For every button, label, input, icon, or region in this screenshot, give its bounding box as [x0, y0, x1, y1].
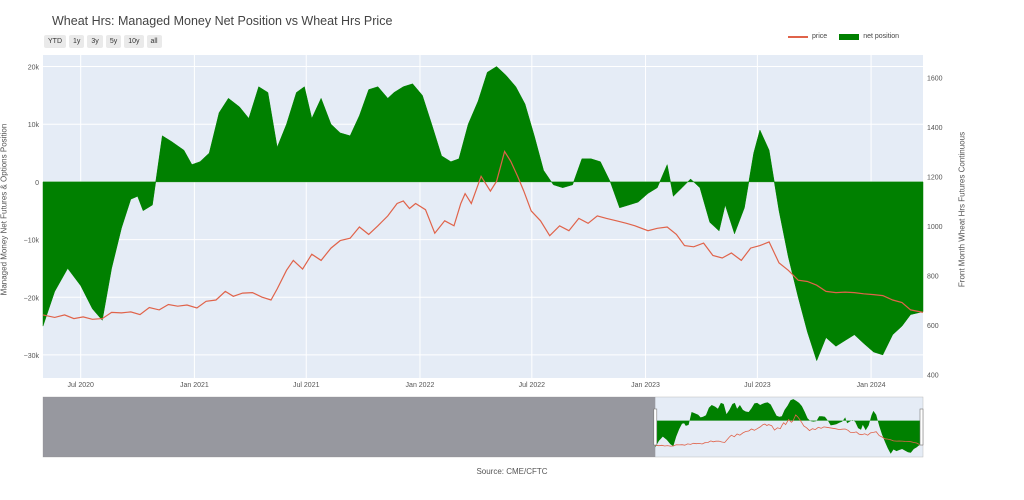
- y-axis-right-title: Front Month Wheat Hrs Futures Continuous: [957, 131, 967, 288]
- navigator-handle-left: [653, 408, 658, 446]
- range-button-all[interactable]: all: [146, 35, 162, 48]
- legend-item-net-position[interactable]: net position: [839, 33, 899, 40]
- x-tick-label: Jan 2022: [406, 382, 435, 389]
- navigator-handle-right: [919, 408, 924, 446]
- x-tick-label: Jan 2023: [631, 382, 660, 389]
- navigator-price-line: [655, 414, 924, 447]
- y-left-tick-label: −10k: [24, 238, 40, 245]
- y-left-tick-label: 0: [35, 180, 39, 187]
- y-right-tick-label: 400: [927, 372, 939, 379]
- navigator-unselected-mask: [43, 397, 656, 457]
- navigator-net-position-area: [655, 399, 923, 454]
- legend-label-price: price: [812, 33, 828, 40]
- range-button-3y[interactable]: 3y: [87, 35, 103, 48]
- legend-swatch-net-position: [839, 33, 860, 40]
- legend-label-net-position: net position: [863, 33, 899, 40]
- y-left-tick-label: 10k: [28, 122, 40, 129]
- chart-title: Wheat Hrs: Managed Money Net Position vs…: [52, 14, 393, 28]
- range-button-1y[interactable]: 1y: [69, 35, 85, 48]
- legend-item-price[interactable]: price: [788, 33, 827, 40]
- x-tick-label: Jul 2020: [67, 382, 94, 389]
- y-right-tick-label: 1400: [927, 125, 943, 132]
- legend: price net position: [788, 33, 907, 40]
- x-tick-label: Jul 2022: [519, 382, 546, 389]
- range-selector: YTD 1y 3y 5y 10y all: [44, 35, 162, 48]
- y-right-tick-label: 1600: [927, 75, 943, 82]
- series-net-position-area: [42, 66, 924, 362]
- y-right-tick-label: 600: [927, 323, 939, 330]
- x-tick-label: Jul 2023: [744, 382, 771, 389]
- legend-swatch-price: [788, 35, 808, 38]
- range-button-5y[interactable]: 5y: [105, 35, 122, 48]
- x-tick-label: Jan 2024: [857, 382, 886, 389]
- plot-background: [43, 55, 923, 378]
- y-left-tick-label: 20k: [28, 65, 40, 72]
- y-right-tick-label: 800: [927, 273, 939, 280]
- x-tick-label: Jan 2021: [180, 382, 209, 389]
- x-tick-label: Jul 2021: [293, 382, 320, 389]
- y-right-tick-label: 1200: [927, 174, 943, 181]
- source-note: Source: CME/CFTC: [476, 467, 548, 476]
- y-right-tick-label: 1000: [927, 224, 943, 231]
- y-left-tick-label: −20k: [24, 295, 40, 302]
- range-button-ytd[interactable]: YTD: [44, 35, 66, 48]
- series-price-line: [42, 150, 924, 320]
- y-axis-left-title: Managed Money Net Futures & Options Posi…: [0, 123, 9, 296]
- y-left-tick-label: −30k: [24, 353, 40, 360]
- navigator-background: [42, 396, 924, 458]
- range-button-10y[interactable]: 10y: [124, 35, 144, 48]
